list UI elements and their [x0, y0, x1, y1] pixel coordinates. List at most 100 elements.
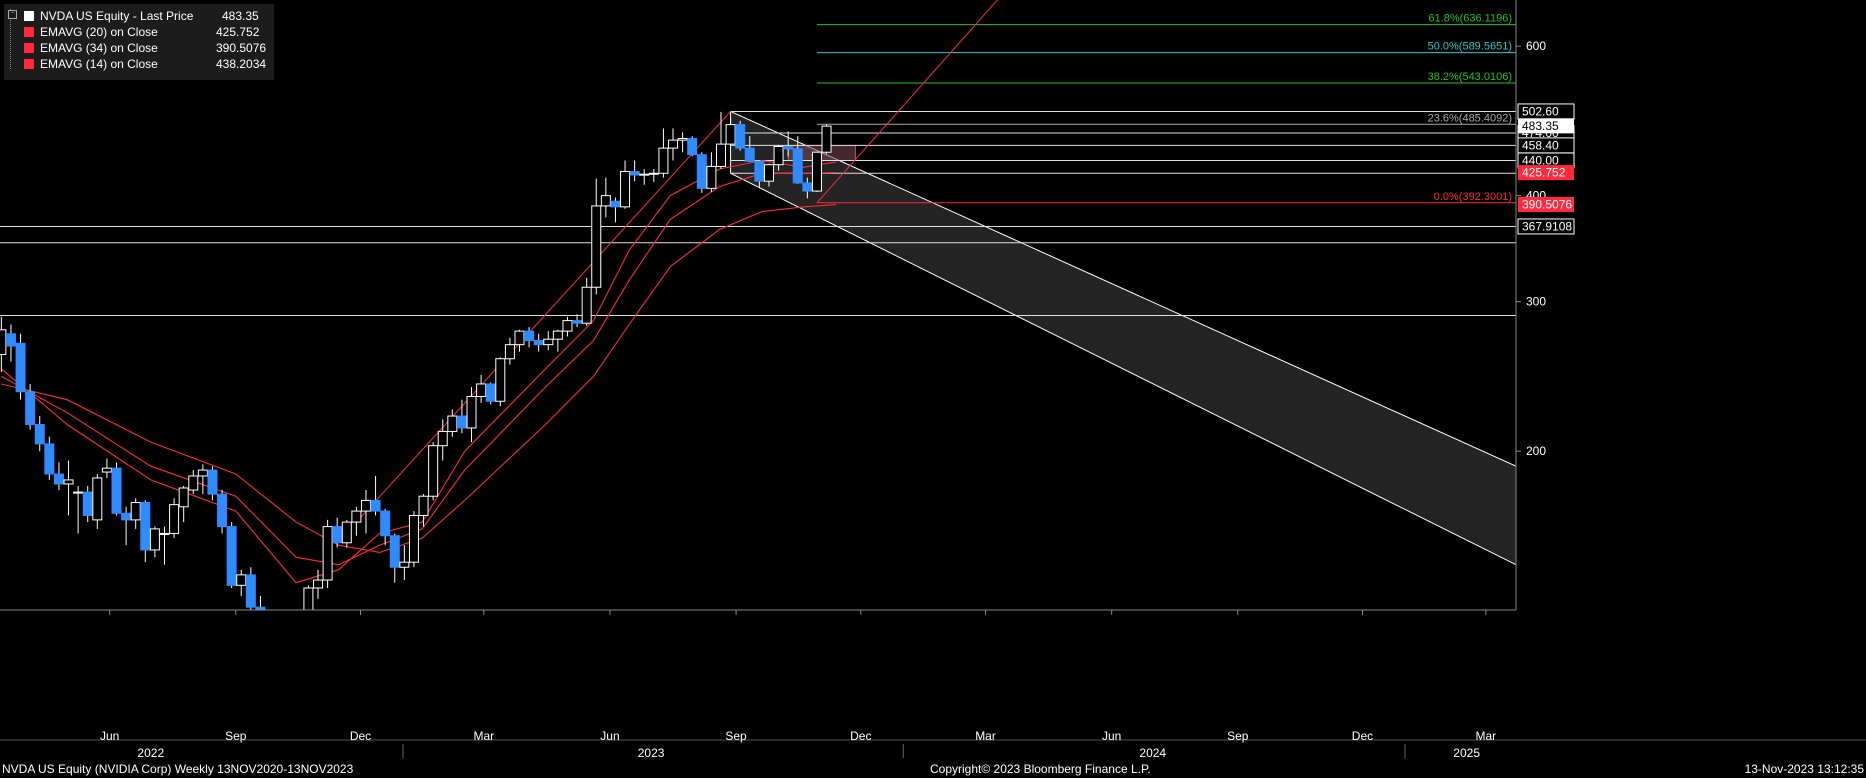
channel-lower-line: [730, 172, 1516, 566]
legend-value: 425.752: [216, 25, 260, 39]
candle-body: [504, 344, 515, 360]
candle-body: [53, 473, 64, 485]
candle-body: [735, 124, 746, 149]
trend-line-uptrend: [356, 111, 731, 523]
candle-body: [169, 504, 180, 534]
price-tag-box: [1518, 118, 1574, 134]
candle-body: [533, 340, 544, 346]
y-tick-label: 200: [1526, 444, 1546, 458]
candle-body: [600, 195, 611, 207]
candle-body: [236, 574, 247, 586]
x-year-label: 2023: [638, 746, 665, 760]
candle-body: [677, 138, 688, 141]
x-tick-label: Jun: [100, 729, 119, 743]
level-tag-label: 458.40: [1522, 138, 1559, 152]
candle-body: [0, 329, 7, 355]
candle-body: [266, 624, 275, 633]
legend-item-last-price: NVDA US Equity - Last Price 483.35: [8, 8, 274, 24]
candle-body: [562, 320, 573, 332]
channel-fill: [730, 111, 1516, 565]
y-tick-label: 300: [1526, 295, 1546, 309]
candle-body: [399, 561, 410, 568]
candle-body: [255, 606, 266, 610]
fib-level-label: 23.6%(485.4092): [1428, 112, 1512, 124]
candle-body: [294, 624, 303, 661]
candle-body: [715, 143, 726, 167]
candle-body: [543, 338, 554, 346]
candle-body: [285, 640, 294, 662]
candle-body: [197, 469, 208, 477]
candle-body: [495, 358, 506, 402]
candle-body: [130, 502, 141, 521]
candle-body: [811, 151, 822, 192]
candle-body: [639, 173, 650, 176]
legend-value: 483.35: [222, 9, 259, 23]
candle-body: [696, 154, 707, 189]
x-tick-label: Mar: [1476, 729, 1497, 743]
legend-label: EMAVG (34) on Close: [40, 41, 158, 55]
legend-item-ema34: EMAVG (34) on Close 390.5076: [8, 40, 274, 56]
candle-body: [313, 579, 324, 589]
candle-body: [792, 148, 803, 184]
candle-body: [140, 502, 151, 551]
x-tick-label: Dec: [350, 729, 371, 743]
candle-body: [82, 491, 93, 516]
candle-body: [476, 383, 487, 397]
x-tick-label: Dec: [850, 729, 871, 743]
x-tick-label: Mar: [474, 729, 495, 743]
candle-body: [581, 286, 592, 324]
x-tick-label: Sep: [1227, 729, 1249, 743]
candle-body: [629, 171, 640, 176]
candle-body: [754, 160, 765, 182]
candle-body: [744, 147, 755, 162]
candle-body: [332, 526, 343, 544]
candle-body: [44, 443, 55, 475]
level-tag-label: 440.00: [1522, 153, 1559, 167]
candle-body: [389, 535, 400, 568]
channel-upper-line: [730, 110, 1516, 467]
candle-body: [121, 512, 132, 521]
candle-body: [552, 330, 563, 340]
legend-label: NVDA US Equity - Last Price: [40, 9, 194, 23]
ema-line: [1, 159, 837, 584]
candle-body: [668, 139, 679, 149]
candle-body: [351, 510, 362, 523]
candle-body: [821, 125, 832, 153]
candle-body: [648, 172, 659, 175]
candle-body: [322, 526, 333, 581]
fib-level-label: 61.8%(636.1196): [1428, 13, 1512, 25]
candle-body: [428, 445, 439, 497]
level-tag-label: 367.9108: [1522, 219, 1572, 233]
price-tag-label: 425.752: [1522, 166, 1566, 180]
x-year-label: 2025: [1453, 746, 1480, 760]
footer-security-info: NVDA US Equity (NVIDIA Corp) Weekly 13NO…: [2, 762, 354, 776]
candle-body: [188, 475, 199, 491]
x-tick-label: Jun: [1102, 729, 1121, 743]
legend-label: EMAVG (14) on Close: [40, 57, 158, 71]
legend-item-ema14: EMAVG (14) on Close 438.2034: [8, 56, 274, 72]
candle-body: [341, 521, 352, 544]
x-tick-label: Sep: [725, 729, 747, 743]
candle-body: [217, 493, 228, 528]
price-tag-label: 483.35: [1522, 119, 1559, 133]
legend-item-ema20: EMAVG (20) on Close 425.752: [8, 24, 274, 40]
candle-body: [5, 333, 16, 347]
candle-body: [658, 147, 669, 174]
candle-body: [360, 499, 371, 512]
legend-label: EMAVG (20) on Close: [40, 25, 158, 39]
plot-area: [0, 0, 1516, 662]
trend-line-support: [816, 0, 999, 204]
candle-body: [303, 587, 314, 610]
price-tag-box: [1518, 165, 1574, 181]
legend-tree-line: [10, 9, 19, 69]
candle-body: [245, 574, 256, 608]
legend-swatch-last-price: [24, 11, 34, 21]
legend-value: 390.5076: [216, 41, 267, 55]
legend-collapse-icon[interactable]: −: [8, 10, 17, 19]
candle-body: [706, 165, 717, 189]
candle-body: [456, 415, 467, 429]
candle-body: [783, 146, 794, 150]
x-tick-label: Jun: [600, 729, 619, 743]
x-tick-label: Mar: [975, 729, 996, 743]
